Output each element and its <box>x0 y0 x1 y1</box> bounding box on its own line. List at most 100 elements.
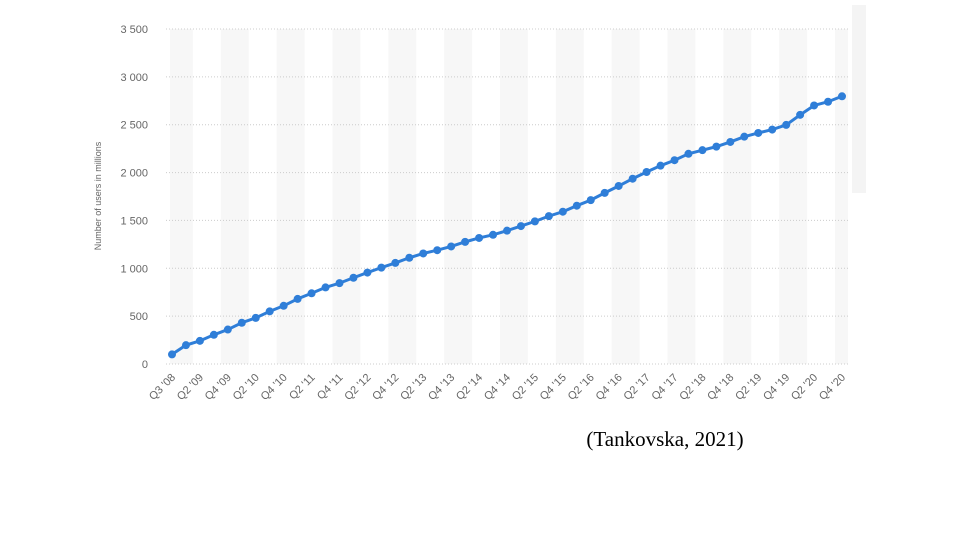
data-point <box>768 125 777 134</box>
data-point <box>544 212 553 221</box>
data-point <box>600 188 609 197</box>
data-point <box>223 325 232 334</box>
y-tick-label: 500 <box>130 311 148 323</box>
band-stripe <box>444 29 473 364</box>
band-stripe <box>170 29 193 364</box>
data-point <box>349 273 358 282</box>
x-tick-label: Q2 '19 <box>733 372 764 403</box>
data-point <box>628 174 637 183</box>
data-point <box>293 294 302 303</box>
x-tick-label: Q2 '16 <box>566 372 597 403</box>
data-point <box>684 149 693 158</box>
data-point <box>181 341 190 350</box>
source-note: (Tankovska, 2021) <box>586 427 743 451</box>
data-point <box>489 230 498 239</box>
y-tick-label: 1 000 <box>120 263 148 275</box>
y-tick-label: 1 500 <box>120 215 148 227</box>
data-point <box>447 242 456 251</box>
data-point <box>503 226 511 235</box>
band-stripe <box>220 29 249 364</box>
x-tick-label: Q4 '13 <box>426 372 457 403</box>
data-point <box>586 196 595 205</box>
x-tick-label: Q2 '10 <box>231 372 262 403</box>
y-tick-label: 3 500 <box>120 24 148 36</box>
data-point <box>168 350 176 359</box>
x-tick-label: Q4 '12 <box>370 372 401 403</box>
data-point <box>558 207 567 216</box>
data-point <box>475 233 484 242</box>
y-axis-label: Number of users in millions <box>93 141 103 250</box>
band-stripe <box>835 29 848 364</box>
x-tick-label: Q2 '17 <box>622 372 653 403</box>
data-point <box>530 217 539 226</box>
data-point <box>796 110 805 119</box>
x-tick-label: Q4 '17 <box>649 372 680 403</box>
y-tick-label: 3 000 <box>120 72 148 84</box>
x-tick-label: Q2 '12 <box>342 372 373 403</box>
x-tick-label: Q4 '09 <box>203 372 234 403</box>
data-point <box>363 268 372 277</box>
y-tick-label: 2 000 <box>120 168 148 180</box>
x-tick-label: Q4 '10 <box>259 372 290 403</box>
data-point <box>195 336 204 345</box>
data-point <box>516 222 525 231</box>
data-point <box>335 279 344 288</box>
data-point <box>838 92 846 101</box>
data-point <box>237 318 246 327</box>
band-stripe <box>500 29 528 364</box>
band-stripe <box>276 29 305 364</box>
band-stripe <box>723 29 752 364</box>
data-point <box>433 246 442 255</box>
x-tick-label: Q2 '18 <box>677 372 708 403</box>
data-point <box>810 101 819 110</box>
x-tick-label: Q2 '13 <box>398 372 429 403</box>
x-tick-label: Q2 '11 <box>287 372 318 403</box>
data-point <box>405 253 414 262</box>
x-tick-label: Q4 '14 <box>482 372 513 403</box>
x-tick-label: Q4 '11 <box>315 372 346 403</box>
x-tick-label: Q4 '18 <box>705 372 736 403</box>
side-panel <box>852 5 866 193</box>
x-tick-label: Q4 '20 <box>817 372 848 403</box>
x-tick-label: Q2 '20 <box>789 372 820 403</box>
band-stripe <box>332 29 361 364</box>
x-tick-label: Q3 '08 <box>147 372 178 403</box>
data-point <box>461 237 470 246</box>
data-point <box>572 201 581 210</box>
data-point <box>321 283 330 292</box>
data-point <box>754 128 763 137</box>
x-tick-label: Q2 '15 <box>510 372 541 403</box>
band-stripe <box>779 29 808 364</box>
data-point <box>740 132 749 141</box>
x-tick-label: Q2 '09 <box>175 372 206 403</box>
band-stripe <box>611 29 640 364</box>
y-tick-label: 0 <box>142 359 148 371</box>
data-point <box>642 167 651 176</box>
x-tick-label: Q4 '19 <box>761 372 792 403</box>
y-tick-label: 2 500 <box>120 120 148 132</box>
x-tick-label: Q4 '15 <box>538 372 569 403</box>
data-point <box>656 161 665 170</box>
data-point <box>209 330 218 339</box>
band-stripe <box>388 29 417 364</box>
data-point <box>782 120 791 129</box>
x-tick-label: Q2 '14 <box>454 372 485 403</box>
data-point <box>614 181 623 190</box>
data-point <box>391 258 400 267</box>
data-point <box>698 146 707 155</box>
data-point <box>251 313 260 322</box>
data-point <box>726 137 735 146</box>
band-stripe <box>555 29 584 364</box>
data-point <box>670 156 679 165</box>
data-point <box>377 263 386 272</box>
data-point <box>265 307 274 316</box>
band-stripe <box>667 29 696 364</box>
data-point <box>712 142 721 151</box>
data-point <box>279 301 288 310</box>
x-tick-label: Q4 '16 <box>594 372 625 403</box>
data-point <box>419 249 428 258</box>
data-point <box>824 97 833 106</box>
data-point <box>307 289 316 298</box>
